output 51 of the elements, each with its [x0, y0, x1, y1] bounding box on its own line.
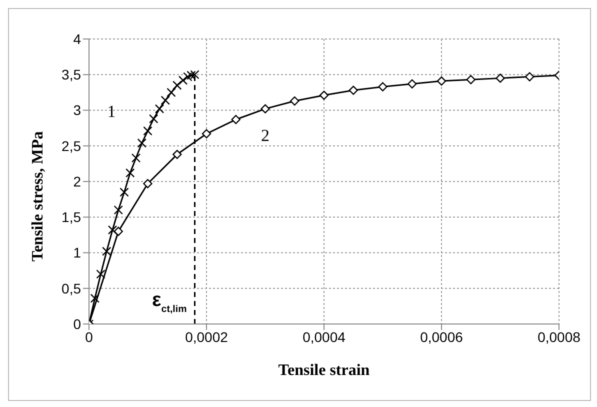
x-tick-label: 0,0008	[538, 328, 581, 345]
y-tick-label: 4	[73, 30, 82, 47]
series-label: 2	[261, 126, 270, 145]
x-tick-label: 0,0004	[302, 328, 346, 345]
point	[160, 96, 170, 105]
point	[131, 153, 141, 163]
y-tick-label: 3,5	[62, 66, 82, 83]
point	[143, 179, 152, 188]
ref-line-label: ε$_{ct,lim}$	[152, 289, 188, 314]
y-tick-label: 1	[73, 244, 82, 261]
point	[186, 70, 196, 80]
point	[166, 88, 176, 98]
point	[408, 79, 417, 88]
point	[231, 114, 240, 124]
point	[154, 104, 164, 114]
y-tick-label: 2	[73, 173, 82, 190]
point	[496, 74, 505, 83]
point	[96, 270, 106, 279]
point	[319, 90, 329, 100]
y-tick-label: 2,5	[62, 138, 82, 154]
point	[260, 104, 270, 114]
point	[172, 150, 182, 160]
point	[114, 205, 123, 215]
point	[114, 226, 123, 236]
x-tick-label: 0	[85, 328, 94, 345]
point	[466, 75, 476, 84]
series-label: 1	[107, 102, 116, 121]
point	[525, 72, 534, 82]
point	[290, 96, 300, 106]
y-tick-label: 3	[73, 102, 82, 118]
point	[90, 294, 100, 303]
y-tick-label: 1,5	[62, 209, 82, 226]
point	[202, 129, 212, 138]
point	[172, 80, 182, 90]
y-axis-title: Tensile stress, MPa	[30, 131, 47, 262]
point	[149, 114, 158, 124]
point	[137, 138, 146, 148]
x-tick-label: 0,0002	[185, 328, 228, 345]
point	[143, 126, 152, 136]
point	[436, 76, 446, 86]
x-axis-title: Tensile strain	[278, 362, 370, 379]
point	[378, 82, 388, 92]
y-tick-label: 0,5	[62, 280, 82, 296]
point	[120, 188, 129, 197]
point	[108, 225, 118, 235]
point	[178, 76, 188, 85]
x-tick-label: 0,0006	[420, 328, 464, 345]
y-tick-label: 0	[73, 316, 82, 332]
point	[126, 168, 135, 178]
point	[348, 86, 358, 95]
point	[102, 246, 112, 256]
